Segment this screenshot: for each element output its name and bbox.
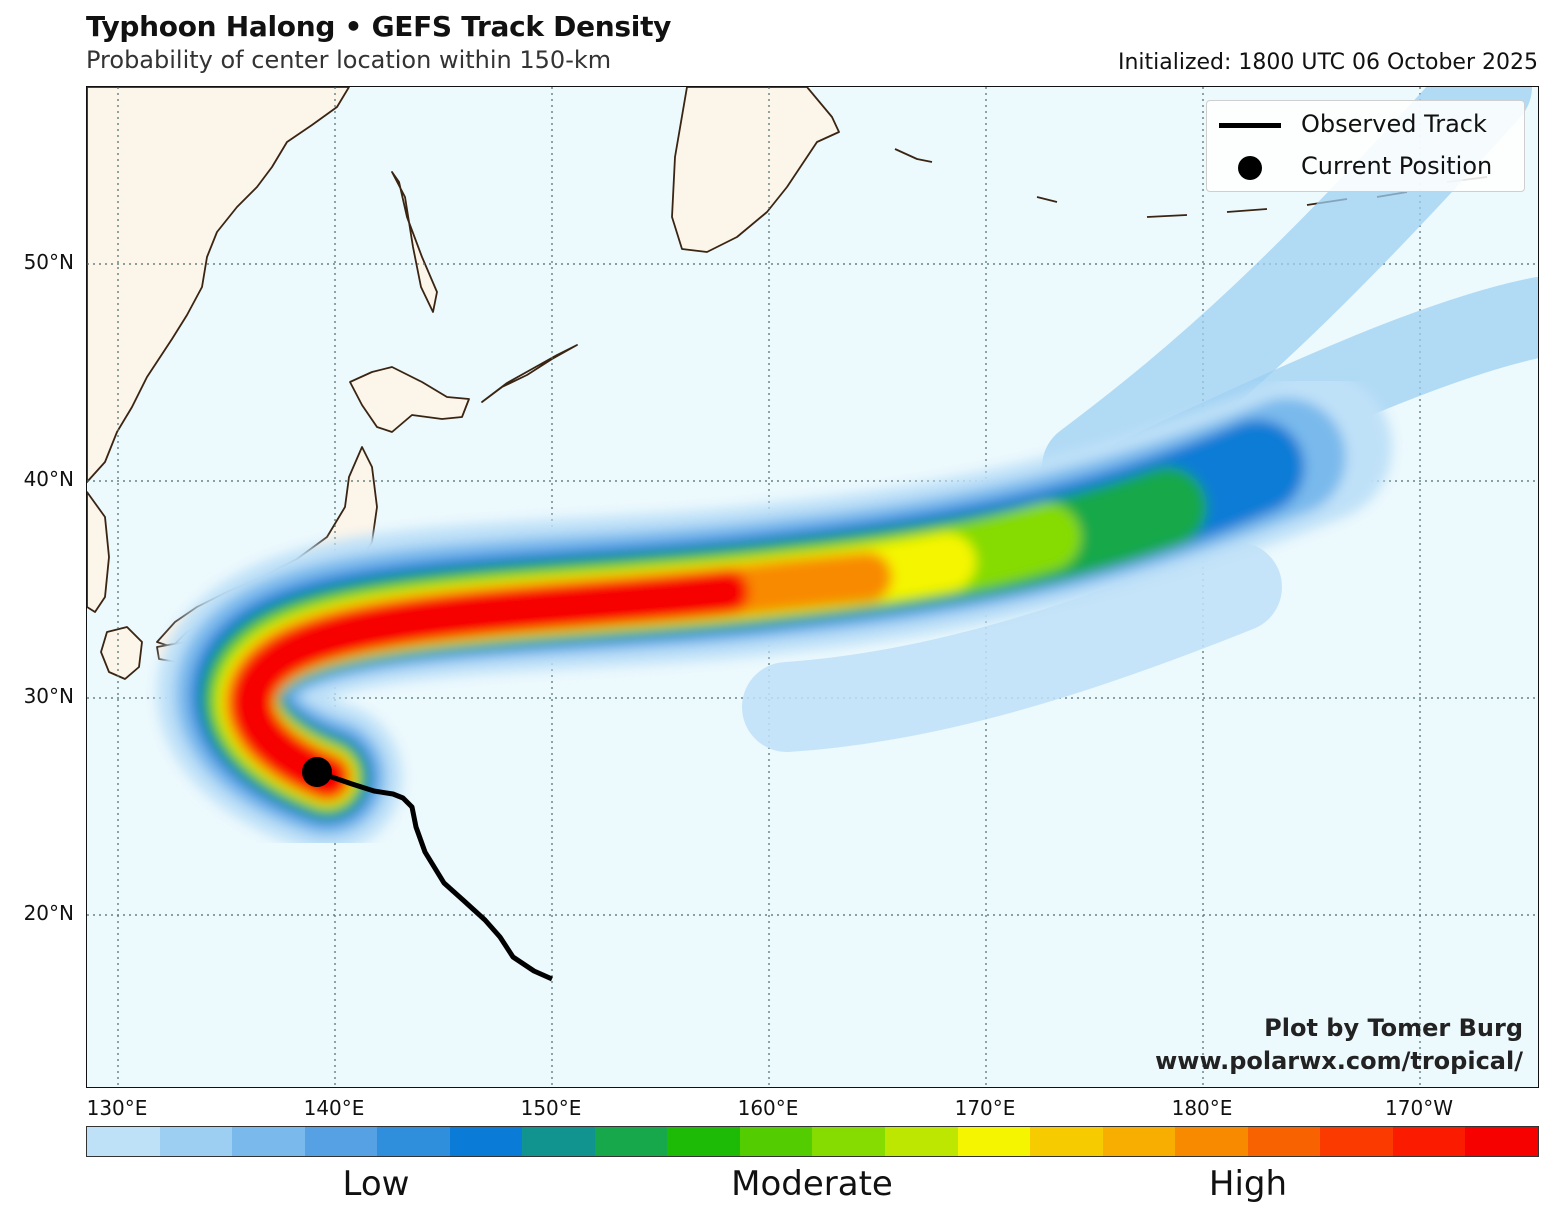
korea (87, 491, 110, 613)
legend-observed-track-label: Observed Track (1301, 110, 1487, 138)
current-position-marker (302, 757, 332, 787)
legend-current-position-label: Current Position (1301, 152, 1493, 180)
lon-label-170w: 170°W (1385, 1096, 1453, 1120)
lon-label-180e: 180°E (1171, 1096, 1233, 1120)
lon-label-130e: 130°E (86, 1096, 148, 1120)
kyushu (100, 626, 143, 680)
density-spread-south (742, 542, 1282, 752)
chart-title: Typhoon Halong • GEFS Track Density (86, 10, 672, 43)
lat-label-40n: 40°N (23, 467, 74, 491)
observed-track-line (316, 769, 554, 982)
colorbar-swatch-19 (1392, 1127, 1466, 1156)
lon-label-150e: 150°E (520, 1096, 582, 1120)
colorbar-swatch-3 (232, 1127, 305, 1156)
colorbar-label-low: Low (342, 1164, 410, 1204)
colorbar-swatch-20 (1465, 1127, 1538, 1156)
credit-author: Plot by Tomer Burg (1264, 1014, 1523, 1042)
hokkaido (349, 366, 470, 433)
lon-label-140e: 140°E (303, 1096, 365, 1120)
kamchatka (671, 87, 840, 253)
colorbar-swatch-18 (1320, 1127, 1393, 1156)
colorbar-swatch-14 (1030, 1127, 1103, 1156)
lat-label-30n: 30°N (23, 684, 74, 708)
lon-label-160e: 160°E (737, 1096, 799, 1120)
track-line-icon (1219, 123, 1281, 128)
colorbar-swatch-11 (812, 1127, 886, 1156)
sakhalin (391, 171, 438, 313)
colorbar-swatch-16 (1175, 1127, 1248, 1156)
colorbar-label-moderate: Moderate (731, 1164, 893, 1204)
credit-website: www.polarwx.com/tropical/ (1155, 1047, 1523, 1075)
colorbar-swatch-4 (304, 1127, 378, 1156)
map-legend: Observed Track Current Position (1206, 100, 1525, 192)
colorbar-swatch-7 (522, 1127, 595, 1156)
chart-subtitle: Probability of center location within 15… (86, 46, 612, 74)
colorbar-swatch-13 (957, 1127, 1031, 1156)
lat-label-50n: 50°N (23, 250, 74, 274)
kurils (481, 344, 578, 403)
colorbar-swatch-15 (1102, 1127, 1176, 1156)
legend-current-position: Current Position (1207, 146, 1524, 186)
legend-observed-track: Observed Track (1207, 104, 1524, 144)
colorbar-swatch-8 (594, 1127, 668, 1156)
colorbar-label-high: High (1208, 1164, 1288, 1204)
initialized-time: Initialized: 1800 UTC 06 October 2025 (1117, 50, 1538, 75)
colorbar-swatch-1 (87, 1127, 160, 1156)
colorbar-swatch-6 (449, 1127, 523, 1156)
lon-label-170e: 170°E (954, 1096, 1016, 1120)
position-dot-icon (1238, 156, 1262, 180)
colorbar-swatch-5 (377, 1127, 450, 1156)
colorbar-swatch-10 (739, 1127, 813, 1156)
commander-islands (894, 148, 1058, 203)
lat-label-20n: 20°N (23, 901, 74, 925)
map-svg (87, 87, 1538, 1087)
colorbar-swatch-12 (885, 1127, 958, 1156)
asia-mainland (87, 87, 350, 483)
map-panel (86, 86, 1539, 1088)
colorbar (86, 1126, 1539, 1157)
colorbar-swatch-17 (1247, 1127, 1321, 1156)
colorbar-swatch-2 (159, 1127, 233, 1156)
colorbar-swatch-9 (667, 1127, 740, 1156)
